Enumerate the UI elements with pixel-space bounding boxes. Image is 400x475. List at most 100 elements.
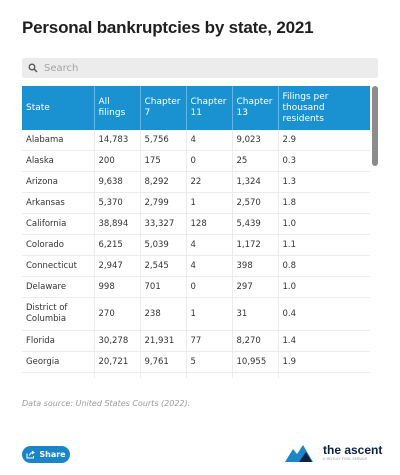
share-label: Share [39, 450, 66, 459]
share-icon [26, 450, 36, 459]
column-header-chapter-11[interactable]: Chapter 11 [186, 86, 233, 130]
cell-state: Georgia [22, 351, 95, 373]
cell-state: California [22, 213, 95, 235]
table-row: District of Columbia 270 238 1 31 0.4 [22, 297, 370, 331]
cell-chapter-7: 5,039 [140, 234, 187, 256]
cell-filings-per-thousand: 1.0 [278, 276, 370, 298]
cell-chapter-7: 841 [140, 372, 187, 378]
cell-all-filings: 14,783 [94, 130, 141, 151]
table-header-row: State All filings Chapter 7 Chapter 11 C… [22, 86, 370, 130]
cell-chapter-11: 4 [186, 130, 233, 151]
table-row: Arkansas 5,370 2,799 1 2,570 1.8 [22, 192, 370, 214]
cell-state: Alaska [22, 150, 95, 172]
cell-filings-per-thousand: 1.9 [278, 351, 370, 373]
table-container: State All filings Chapter 7 Chapter 11 C… [22, 86, 370, 378]
cell-chapter-13: 8,270 [232, 330, 279, 352]
table-row: Colorado 6,215 5,039 4 1,172 1.1 [22, 234, 370, 256]
cell-chapter-13: 2,570 [232, 192, 279, 214]
cell-all-filings: 2,947 [94, 255, 141, 277]
cell-chapter-13: 9,023 [232, 130, 279, 151]
table-scrollbar[interactable] [372, 86, 378, 166]
cell-chapter-7: 8,292 [140, 171, 187, 193]
table-row: Hawaii1,16584103240.8 [22, 372, 370, 378]
cell-filings-per-thousand: 1.8 [278, 192, 370, 214]
cell-chapter-7: 5,756 [140, 130, 187, 151]
cell-chapter-11: 128 [186, 213, 233, 235]
cell-chapter-13: 5,439 [232, 213, 279, 235]
cell-all-filings: 30,278 [94, 330, 141, 352]
search-bar[interactable] [22, 58, 378, 78]
cell-state: Connecticut [22, 255, 95, 277]
cell-chapter-13: 10,955 [232, 351, 279, 373]
cell-filings-per-thousand: 1.4 [278, 330, 370, 352]
cell-chapter-7: 2,799 [140, 192, 187, 214]
cell-chapter-13: 324 [232, 372, 279, 378]
cell-state: District of Columbia [22, 297, 95, 331]
table-row: Connecticut 2,947 2,545 4 398 0.8 [22, 255, 370, 277]
the-ascent-logo[interactable]: the ascent A MOTLEY FOOL SERVICE [285, 440, 382, 466]
column-header-state[interactable]: State [22, 86, 95, 130]
cell-chapter-13: 31 [232, 297, 279, 331]
cell-chapter-13: 25 [232, 150, 279, 172]
table-row: Alabama 14,783 5,756 4 9,023 2.9 [22, 130, 370, 151]
cell-chapter-7: 701 [140, 276, 187, 298]
cell-chapter-13: 1,172 [232, 234, 279, 256]
cell-chapter-11: 4 [186, 255, 233, 277]
cell-all-filings: 38,894 [94, 213, 141, 235]
cell-filings-per-thousand: 2.9 [278, 130, 370, 151]
cell-chapter-13: 297 [232, 276, 279, 298]
search-input[interactable] [44, 62, 344, 74]
column-header-all-filings[interactable]: All filings [94, 86, 141, 130]
cell-filings-per-thousand: 0.4 [278, 297, 370, 331]
column-header-filings-per-thousand[interactable]: Filings per thousand residents [278, 86, 370, 130]
page-title: Personal bankruptcies by state, 2021 [22, 18, 314, 37]
cell-chapter-11: 0 [186, 276, 233, 298]
cell-chapter-7: 238 [140, 297, 187, 331]
cell-all-filings: 20,721 [94, 351, 141, 373]
cell-filings-per-thousand: 1.0 [278, 213, 370, 235]
share-button[interactable]: Share [22, 446, 70, 463]
cell-all-filings: 5,370 [94, 192, 141, 214]
cell-state: Arkansas [22, 192, 95, 214]
table-row: California 38,894 33,327 128 5,439 1.0 [22, 213, 370, 235]
table-row: Florida 30,278 21,931 77 8,270 1.4 [22, 330, 370, 352]
cell-chapter-11: 1 [186, 297, 233, 331]
cell-chapter-7: 33,327 [140, 213, 187, 235]
data-source-note: Data source: United States Courts (2022)… [22, 399, 191, 408]
table-row: Arizona 9,638 8,292 22 1,324 1.3 [22, 171, 370, 193]
cell-chapter-7: 175 [140, 150, 187, 172]
logo-name: the ascent [323, 443, 383, 457]
ascent-logo-icon [285, 445, 313, 462]
cell-chapter-11: 5 [186, 351, 233, 373]
table-row: Georgia 20,721 9,761 5 10,955 1.9 [22, 351, 370, 373]
cell-all-filings: 1,165 [94, 372, 141, 378]
cell-chapter-11: 0 [186, 150, 233, 172]
cell-chapter-11: 0 [186, 372, 233, 378]
cell-all-filings: 200 [94, 150, 141, 172]
table-row: Delaware 998 701 0 297 1.0 [22, 276, 370, 298]
cell-state: Alabama [22, 130, 95, 151]
cell-chapter-11: 22 [186, 171, 233, 193]
cell-state: Colorado [22, 234, 95, 256]
cell-state: Arizona [22, 171, 95, 193]
table-row: Alaska 200 175 0 25 0.3 [22, 150, 370, 172]
cell-filings-per-thousand: 0.3 [278, 150, 370, 172]
cell-chapter-11: 4 [186, 234, 233, 256]
cell-all-filings: 270 [94, 297, 141, 331]
cell-state: Hawaii [22, 372, 95, 378]
cell-chapter-7: 21,931 [140, 330, 187, 352]
cell-state: Florida [22, 330, 95, 352]
cell-filings-per-thousand: 1.3 [278, 171, 370, 193]
cell-chapter-13: 1,324 [232, 171, 279, 193]
column-header-chapter-13[interactable]: Chapter 13 [232, 86, 279, 130]
cell-state: Delaware [22, 276, 95, 298]
cell-filings-per-thousand: 0.8 [278, 372, 370, 378]
cell-chapter-11: 77 [186, 330, 233, 352]
cell-chapter-7: 2,545 [140, 255, 187, 277]
cell-all-filings: 6,215 [94, 234, 141, 256]
column-header-chapter-7[interactable]: Chapter 7 [140, 86, 187, 130]
cell-filings-per-thousand: 0.8 [278, 255, 370, 277]
bankruptcy-table: State All filings Chapter 7 Chapter 11 C… [22, 86, 370, 378]
cell-filings-per-thousand: 1.1 [278, 234, 370, 256]
search-icon [28, 63, 38, 73]
